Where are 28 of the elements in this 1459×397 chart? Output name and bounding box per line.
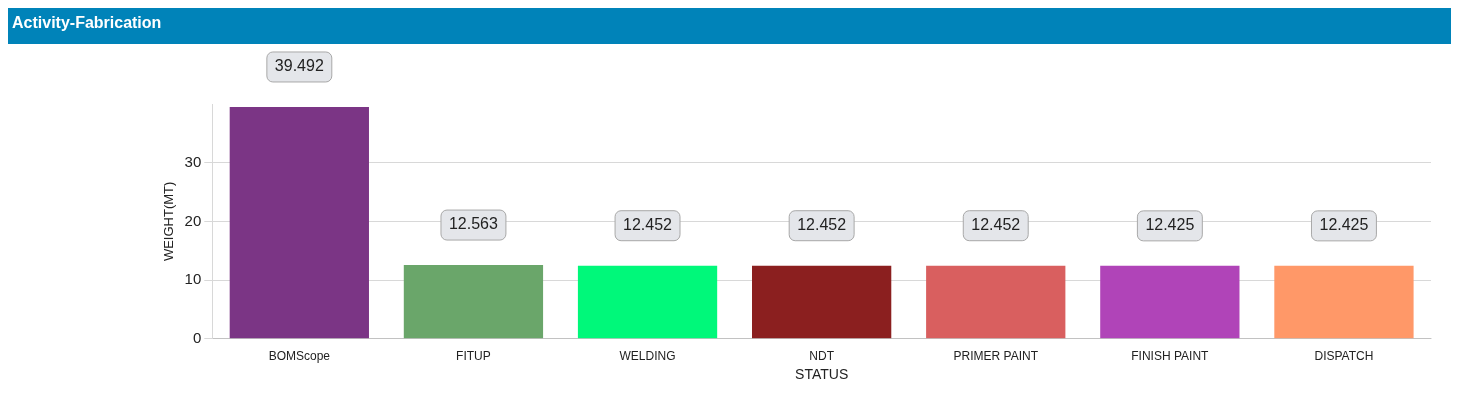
data-label: 12.452 [623, 216, 673, 234]
data-label: 39.492 [274, 57, 324, 75]
y-tick-label: 10 [184, 270, 202, 288]
x-tick-label: FITUP [456, 349, 491, 364]
bar [403, 265, 544, 339]
x-tick-label: FINISH PAINT [1131, 349, 1210, 364]
bar [752, 265, 892, 339]
y-tick-label: 30 [184, 152, 202, 170]
bar [229, 106, 369, 339]
x-tick-label: WELDING [619, 349, 676, 364]
y-axis-title: WEIGHT(MT) [161, 181, 177, 262]
data-label: 12.563 [448, 215, 499, 233]
x-tick-label: DISPATCH [1314, 349, 1374, 364]
bar [1100, 265, 1240, 339]
bar [926, 265, 1066, 339]
x-tick-label: PRIMER PAINT [953, 349, 1039, 364]
x-axis-title: STATUS [795, 366, 849, 383]
x-tick-label: BOMScope [268, 349, 331, 364]
x-tick-label: NDT [809, 349, 835, 364]
data-label: 12.452 [797, 216, 847, 234]
data-label: 12.425 [1319, 216, 1369, 234]
chart-title: Activity-Fabrication [8, 8, 1451, 44]
y-tick-label: 0 [192, 328, 202, 346]
data-label: 12.425 [1145, 216, 1195, 234]
bar [577, 265, 718, 339]
bar [1274, 265, 1414, 339]
data-label: 12.452 [971, 216, 1021, 234]
y-tick-label: 20 [184, 211, 202, 229]
